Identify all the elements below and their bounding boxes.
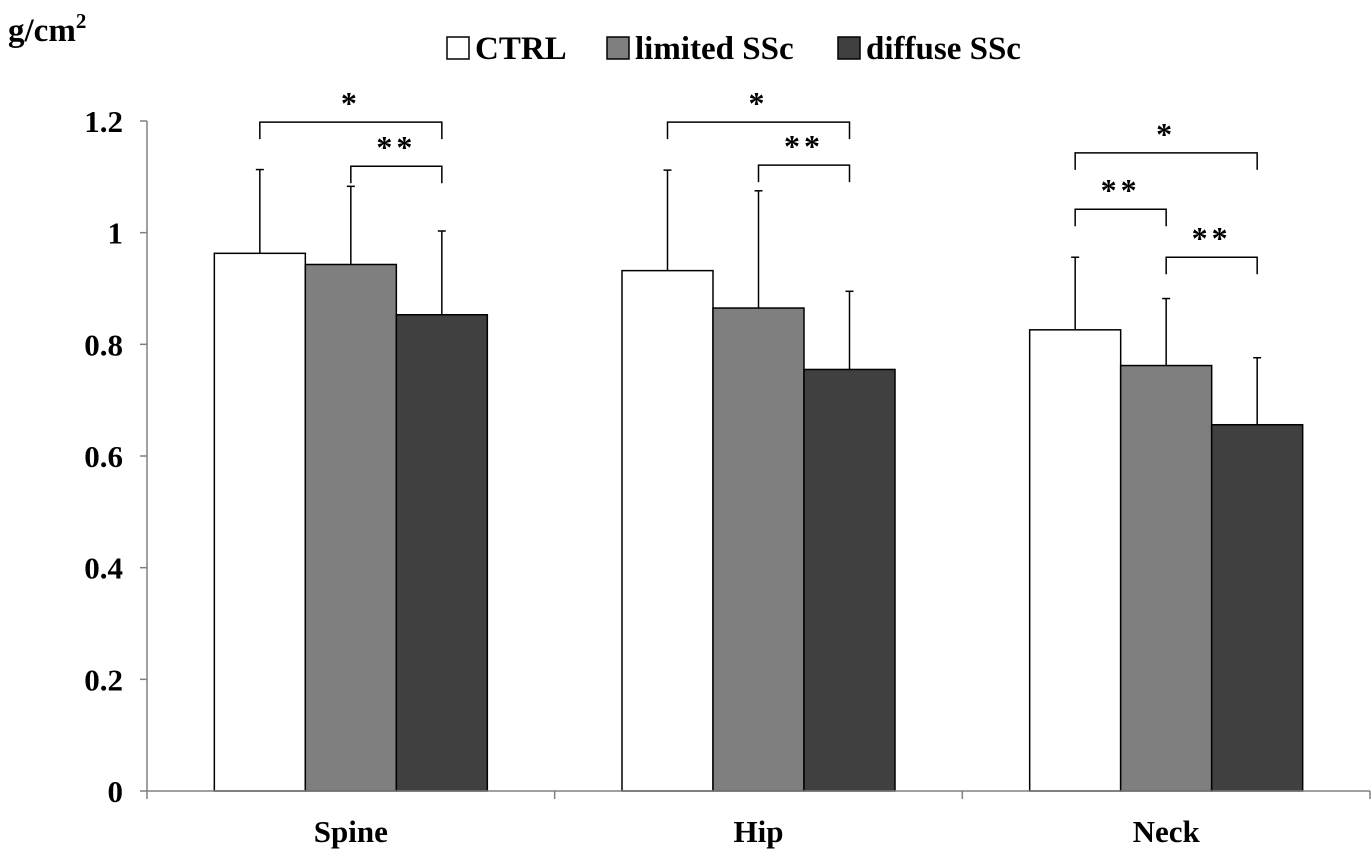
legend-label-diffuse-ssc: diffuse SSc xyxy=(866,31,1021,67)
x-category-label-neck: Neck xyxy=(1133,814,1201,849)
legend-swatch-ctrl xyxy=(446,36,470,60)
y-tick-label: 0.2 xyxy=(84,662,123,697)
significance-bracket xyxy=(1074,152,1258,170)
error-bars xyxy=(255,168,1262,425)
legend: CTRL limited SSc diffuse SSc xyxy=(446,31,1021,67)
y-tick-label: 0.4 xyxy=(84,551,123,586)
bars xyxy=(213,252,1304,792)
significance-marker: ** xyxy=(1192,220,1232,256)
y-tick-label: 0 xyxy=(108,774,124,809)
axes: 0 0.2 0.4 0.6 0.8 1 1.2 Spine Hip Neck xyxy=(84,104,1371,849)
significance-marker: * xyxy=(1156,116,1176,152)
significance-bracket xyxy=(1165,256,1258,275)
significance-marker: * xyxy=(341,85,361,121)
significance-brackets: ****** ***** xyxy=(259,85,1258,275)
y-tick-label: 1 xyxy=(108,216,124,251)
significance-marker: ** xyxy=(1101,172,1141,208)
x-category-label-spine: Spine xyxy=(314,814,388,849)
bar-neck-limited-ssc xyxy=(1119,364,1213,792)
bar-hip-limited-ssc xyxy=(712,307,805,792)
legend-label-limited-ssc: limited SSc xyxy=(635,31,794,67)
significance-marker: ** xyxy=(784,128,824,164)
bar-spine-ctrl xyxy=(213,252,307,792)
significance-bracket xyxy=(666,121,851,140)
legend-label-ctrl: CTRL xyxy=(475,31,567,67)
bar-spine-limited-ssc xyxy=(304,263,398,792)
y-axis-unit-label: g/cm2 xyxy=(8,9,86,49)
bar-neck-ctrl xyxy=(1028,329,1122,792)
bar-neck-diffuse-ssc xyxy=(1210,423,1304,792)
legend-swatch-limited-ssc xyxy=(606,36,630,60)
significance-marker: ** xyxy=(376,129,416,165)
significance-bracket xyxy=(1074,208,1167,227)
x-category-label-hip: Hip xyxy=(734,814,784,849)
bar-hip-ctrl xyxy=(621,269,714,792)
legend-swatch-diffuse-ssc xyxy=(837,36,861,60)
y-tick-label: 1.2 xyxy=(84,104,123,139)
bar-spine-diffuse-ssc xyxy=(395,313,489,792)
y-tick-label: 0.8 xyxy=(84,327,123,362)
significance-bracket xyxy=(350,165,443,184)
significance-marker: * xyxy=(749,85,769,121)
bar-hip-diffuse-ssc xyxy=(803,368,896,792)
significance-bracket xyxy=(259,121,443,140)
significance-bracket xyxy=(757,164,851,183)
y-tick-label: 0.6 xyxy=(84,439,123,474)
